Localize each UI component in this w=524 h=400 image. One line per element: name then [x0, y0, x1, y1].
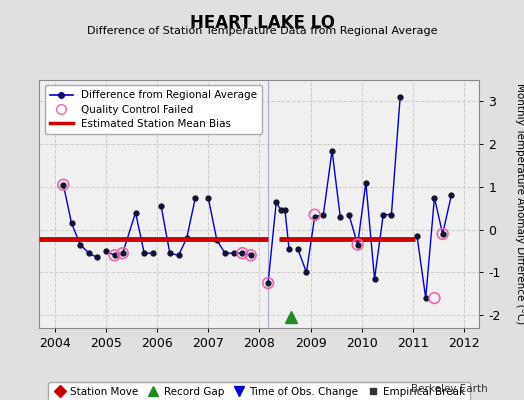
Point — [264, 280, 272, 286]
Point — [111, 252, 119, 258]
Point — [354, 242, 362, 248]
Point — [430, 295, 439, 301]
Legend: Station Move, Record Gap, Time of Obs. Change, Empirical Break: Station Move, Record Gap, Time of Obs. C… — [48, 382, 471, 400]
Text: Berkeley Earth: Berkeley Earth — [411, 384, 487, 394]
Point — [59, 182, 68, 188]
Y-axis label: Monthly Temperature Anomaly Difference (°C): Monthly Temperature Anomaly Difference (… — [515, 83, 524, 325]
Point — [439, 231, 447, 237]
Point — [246, 252, 255, 258]
Point — [118, 250, 127, 256]
Point — [238, 250, 247, 256]
Text: HEART LAKE LO: HEART LAKE LO — [190, 14, 334, 32]
Text: Difference of Station Temperature Data from Regional Average: Difference of Station Temperature Data f… — [87, 26, 437, 36]
Point — [310, 212, 319, 218]
